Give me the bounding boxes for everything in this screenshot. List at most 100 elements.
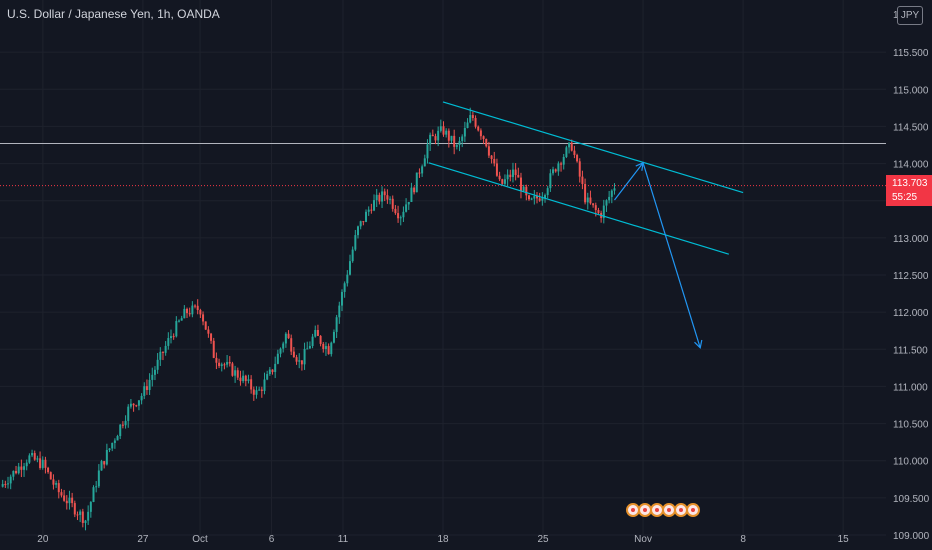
candle xyxy=(169,329,172,344)
last-price-tag: 113.703 55:25 xyxy=(886,175,932,206)
candle xyxy=(31,449,34,458)
candle xyxy=(351,246,354,263)
candle xyxy=(260,386,263,398)
candle xyxy=(119,424,122,440)
time-tick-label: Nov xyxy=(634,534,652,545)
candle xyxy=(487,141,490,159)
candle xyxy=(178,319,181,323)
candle xyxy=(370,203,373,214)
candle xyxy=(335,314,338,338)
currency-button[interactable]: JPY xyxy=(897,6,923,25)
candle xyxy=(226,355,229,368)
candle xyxy=(509,169,512,182)
candle xyxy=(223,362,226,370)
candle xyxy=(231,361,234,377)
candle xyxy=(533,189,536,205)
candle xyxy=(348,254,351,276)
candle xyxy=(381,186,384,208)
time-tick-label: 18 xyxy=(437,534,449,545)
candle xyxy=(23,462,26,477)
candle xyxy=(196,299,199,315)
candle xyxy=(79,509,82,523)
channel-lower-line[interactable] xyxy=(428,162,729,255)
time-tick-label: 8 xyxy=(740,534,746,545)
candle xyxy=(399,215,402,226)
candle xyxy=(244,374,247,387)
candle xyxy=(308,341,311,349)
candle xyxy=(210,332,213,344)
candle xyxy=(357,225,360,239)
candle xyxy=(250,375,253,394)
candle xyxy=(530,197,533,201)
candle xyxy=(562,153,565,170)
candle xyxy=(423,154,426,167)
channel-upper-line[interactable] xyxy=(442,101,744,194)
candle xyxy=(159,347,162,366)
candle xyxy=(538,192,541,202)
price-tick-label: 115.500 xyxy=(893,48,929,59)
candle xyxy=(346,270,349,287)
candles xyxy=(1,107,616,531)
candle xyxy=(421,164,424,177)
candle xyxy=(343,281,346,298)
price-tick-label: 111.500 xyxy=(893,345,928,356)
candle xyxy=(407,201,410,210)
candle xyxy=(113,438,116,449)
candle xyxy=(365,209,368,223)
candle xyxy=(239,370,242,386)
candle xyxy=(431,129,434,137)
candle xyxy=(367,206,370,216)
candle xyxy=(234,365,237,383)
candle xyxy=(153,366,156,381)
candle xyxy=(418,168,421,178)
candle xyxy=(49,471,52,480)
candle xyxy=(413,186,416,195)
candle xyxy=(322,342,325,353)
candle xyxy=(290,334,293,356)
candle xyxy=(228,356,231,367)
candle xyxy=(405,198,408,213)
candle xyxy=(7,476,10,489)
candle xyxy=(279,347,282,358)
candle xyxy=(20,459,23,478)
projection-arrow[interactable] xyxy=(614,161,701,348)
candle xyxy=(576,153,579,163)
candle xyxy=(316,324,319,337)
candle xyxy=(327,343,330,355)
time-scale[interactable]: 20 27 Oct 6 11 18 25 Nov 8 15 xyxy=(37,534,849,545)
candle xyxy=(519,172,522,199)
candle xyxy=(394,205,397,215)
candle xyxy=(554,168,557,173)
price-tick-label: 115.000 xyxy=(893,85,929,96)
candle xyxy=(447,128,450,148)
economic-event-icon[interactable] xyxy=(662,503,676,517)
candle xyxy=(111,442,114,452)
candle xyxy=(527,194,530,201)
candle xyxy=(151,367,154,387)
candle xyxy=(57,479,60,499)
candle xyxy=(506,169,509,186)
candle xyxy=(402,206,405,222)
price-tick-label: 114.500 xyxy=(893,122,929,133)
candle xyxy=(298,353,301,369)
candle xyxy=(84,519,87,531)
candle xyxy=(55,480,58,488)
candle xyxy=(266,370,269,381)
candle xyxy=(570,139,573,152)
candle xyxy=(9,474,12,490)
candle xyxy=(87,505,90,525)
candle xyxy=(255,386,258,399)
candle xyxy=(303,342,306,370)
candle xyxy=(247,374,250,384)
candle xyxy=(522,184,525,192)
economic-event-icon[interactable] xyxy=(686,503,700,517)
candle xyxy=(386,189,389,204)
candle xyxy=(557,161,560,176)
time-tick-label: 27 xyxy=(137,534,149,545)
candle xyxy=(199,308,202,319)
candle xyxy=(172,333,175,340)
price-scale[interactable]: 109.000 109.500 110.000 110.500 111.000 111.5… xyxy=(893,48,930,542)
candle xyxy=(314,325,317,338)
candle xyxy=(97,464,100,488)
